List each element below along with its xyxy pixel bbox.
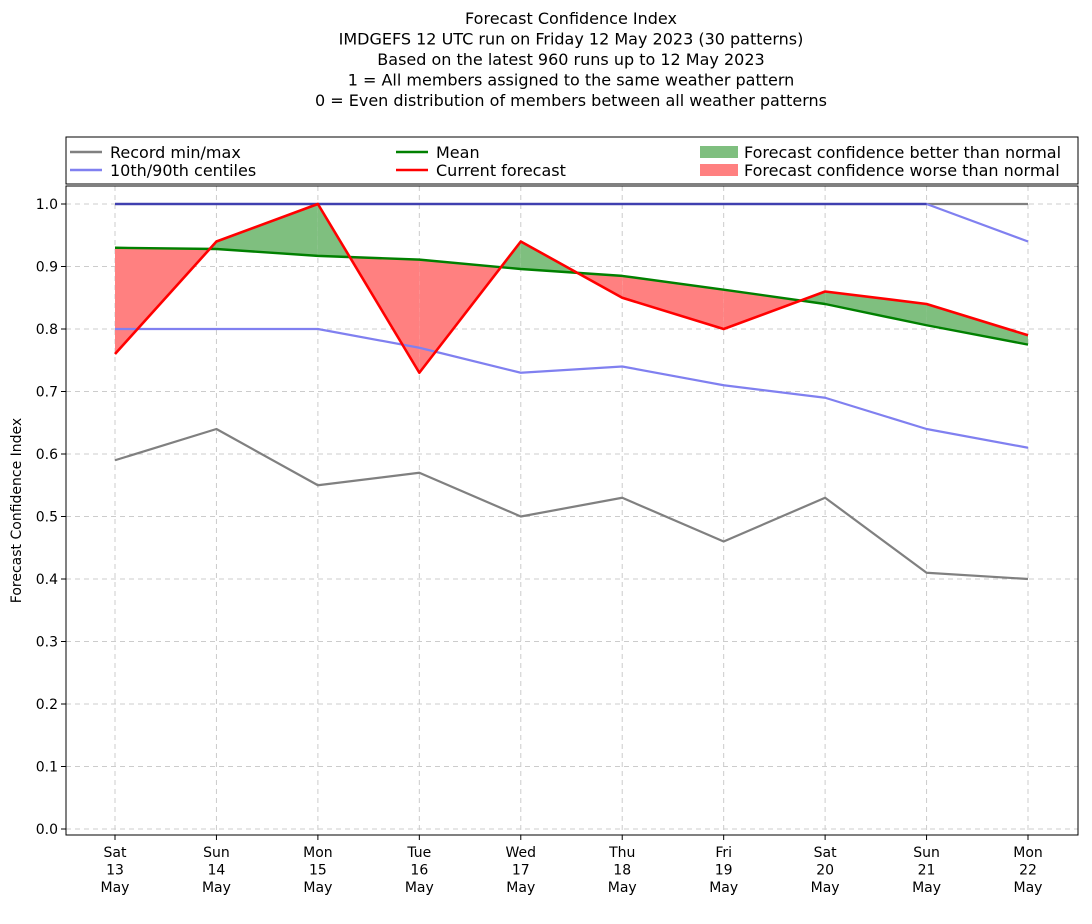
series-lines xyxy=(114,202,1029,581)
x-tick-label-date: 19 xyxy=(715,863,733,879)
current-forecast-line xyxy=(114,202,1029,375)
title-line: 0 = Even distribution of members between… xyxy=(315,91,827,110)
centile-10-line xyxy=(115,327,1029,449)
better-than-normal-area xyxy=(825,291,927,326)
x-tick-label-day: Sun xyxy=(913,845,940,861)
y-tick-label: 0.8 xyxy=(36,322,58,338)
y-tick-label: 0.9 xyxy=(36,260,58,276)
y-tick-label: 0.7 xyxy=(36,385,58,401)
x-tick-label-month: May xyxy=(811,880,840,896)
legend-swatch-worse xyxy=(700,164,738,176)
legend-label-current: Current forecast xyxy=(436,161,566,180)
y-tick-label: 0.6 xyxy=(36,447,58,463)
chart-title: Forecast Confidence Index IMDGEFS 12 UTC … xyxy=(315,9,827,110)
x-tick-label-day: Fri xyxy=(715,845,732,861)
plot-frame xyxy=(65,185,1079,836)
title-line: 1 = All members assigned to the same wea… xyxy=(348,71,795,90)
y-tick-label: 0.5 xyxy=(36,510,58,526)
x-tick-label-day: Thu xyxy=(608,845,635,861)
y-axis-label: Forecast Confidence Index xyxy=(9,418,25,603)
y-axis: 0.0 0.1 0.2 0.3 0.4 0.5 0.6 0.7 0.8 0.9 1.0 xyxy=(36,197,66,838)
x-tick-label-month: May xyxy=(709,880,738,896)
x-tick-label-day: Sun xyxy=(203,845,230,861)
title-line: Forecast Confidence Index xyxy=(465,9,677,28)
x-tick-label-date: 22 xyxy=(1019,863,1037,879)
x-tick-label-date: 20 xyxy=(816,863,834,879)
x-tick-label-date: 13 xyxy=(106,863,124,879)
y-tick-label: 0.4 xyxy=(36,572,58,588)
x-tick-label-date: 16 xyxy=(410,863,428,879)
better-than-normal-area xyxy=(926,304,1028,345)
legend-swatch-better xyxy=(700,146,738,158)
record-min-line xyxy=(114,427,1029,581)
x-tick-label-day: Tue xyxy=(406,845,431,861)
y-tick-label: 1.0 xyxy=(36,197,58,213)
x-axis: Sat13MaySun14MayMon15MayTue16MayWed17May… xyxy=(101,835,1043,896)
worse-than-normal-area xyxy=(723,289,801,329)
y-tick-label: 0.0 xyxy=(36,822,58,838)
x-tick-label-date: 17 xyxy=(512,863,530,879)
x-tick-label-day: Mon xyxy=(1013,845,1043,861)
legend-box xyxy=(65,136,1079,185)
mean-line xyxy=(114,246,1029,346)
x-tick-label-date: 14 xyxy=(208,863,226,879)
x-tick-label-day: Sat xyxy=(104,845,127,861)
grid xyxy=(66,186,1078,835)
legend-label-record: Record min/max xyxy=(110,143,241,162)
y-tick-label: 0.1 xyxy=(36,760,58,776)
x-tick-label-month: May xyxy=(608,880,637,896)
x-tick-label-month: May xyxy=(202,880,231,896)
title-line: Based on the latest 960 runs up to 12 Ma… xyxy=(377,50,764,69)
x-tick-label-month: May xyxy=(506,880,535,896)
x-tick-label-day: Mon xyxy=(303,845,333,861)
x-tick-label-month: May xyxy=(1014,880,1043,896)
x-tick-label-date: 21 xyxy=(918,863,936,879)
legend-label-centiles: 10th/90th centiles xyxy=(110,161,256,180)
x-tick-label-month: May xyxy=(405,880,434,896)
y-tick-label: 0.2 xyxy=(36,697,58,713)
x-tick-label-month: May xyxy=(101,880,130,896)
x-tick-label-month: May xyxy=(912,880,941,896)
x-tick-label-day: Wed xyxy=(506,845,537,861)
x-tick-label-date: 15 xyxy=(309,863,327,879)
legend-label-worse: Forecast confidence worse than normal xyxy=(744,161,1060,180)
x-tick-label-month: May xyxy=(303,880,332,896)
legend-label-mean: Mean xyxy=(436,143,480,162)
x-tick-label-date: 18 xyxy=(613,863,631,879)
x-tick-label-day: Sat xyxy=(814,845,837,861)
worse-than-normal-area xyxy=(622,275,724,329)
better-than-normal-area xyxy=(216,204,318,256)
y-tick-label: 0.3 xyxy=(36,635,58,651)
title-line: IMDGEFS 12 UTC run on Friday 12 May 2023… xyxy=(339,30,804,49)
legend-label-better: Forecast confidence better than normal xyxy=(744,143,1061,162)
